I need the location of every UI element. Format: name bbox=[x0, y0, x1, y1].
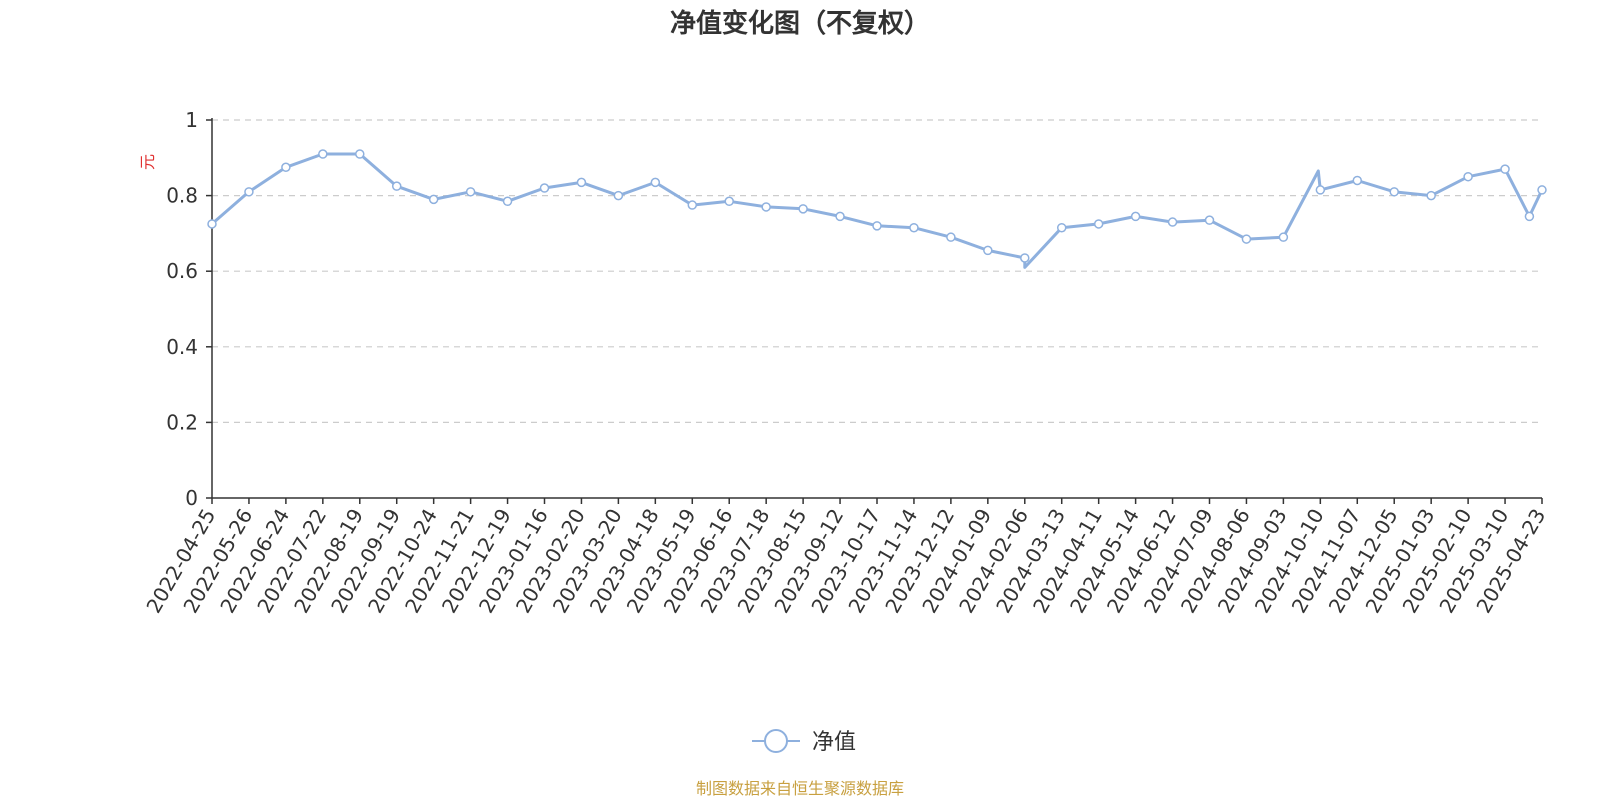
y-tick-label: 0.6 bbox=[166, 259, 198, 283]
data-point[interactable] bbox=[465, 187, 476, 197]
y-tick-label: 0 bbox=[185, 486, 198, 510]
data-point[interactable] bbox=[1241, 234, 1252, 244]
data-point[interactable] bbox=[1389, 187, 1399, 197]
data-point[interactable] bbox=[1537, 185, 1547, 195]
series-layer bbox=[207, 149, 1547, 269]
data-point[interactable] bbox=[983, 245, 993, 256]
data-point[interactable] bbox=[318, 149, 328, 159]
data-point[interactable] bbox=[502, 196, 513, 207]
data-point[interactable] bbox=[761, 202, 771, 212]
data-point[interactable] bbox=[1278, 232, 1289, 242]
data-point[interactable] bbox=[1315, 185, 1326, 195]
legend-marker-icon bbox=[764, 729, 788, 753]
y-tick-label: 1 bbox=[185, 108, 198, 132]
data-point[interactable] bbox=[539, 183, 550, 193]
data-point[interactable] bbox=[391, 181, 402, 191]
data-point[interactable] bbox=[1093, 219, 1104, 229]
data-point[interactable] bbox=[355, 149, 365, 159]
y-tick-label: 0.4 bbox=[166, 335, 198, 359]
data-point[interactable] bbox=[724, 196, 734, 207]
y-tick-label: 0.2 bbox=[166, 410, 198, 434]
y-tick-labels: 0 0.2 0.4 0.6 0.8 1 bbox=[166, 108, 212, 510]
data-point[interactable] bbox=[650, 177, 661, 188]
series-line bbox=[211, 152, 1544, 269]
axes bbox=[211, 118, 1542, 499]
data-point[interactable] bbox=[1426, 190, 1436, 201]
data-point[interactable] bbox=[428, 194, 439, 205]
data-point[interactable] bbox=[1130, 211, 1141, 222]
data-point[interactable] bbox=[576, 177, 587, 188]
y-axis-label: 元 bbox=[138, 154, 157, 170]
data-point[interactable] bbox=[1056, 222, 1067, 233]
data-point[interactable] bbox=[613, 190, 624, 201]
data-point[interactable] bbox=[281, 162, 291, 172]
data-point[interactable] bbox=[798, 204, 808, 214]
data-point[interactable] bbox=[1500, 164, 1510, 174]
data-point[interactable] bbox=[909, 222, 919, 233]
data-point[interactable] bbox=[1352, 175, 1363, 186]
grid-lines bbox=[212, 119, 1542, 423]
footer-source: 制图数据来自恒生聚源数据库 bbox=[696, 779, 904, 798]
data-point[interactable] bbox=[1524, 211, 1535, 222]
data-point[interactable] bbox=[1167, 217, 1178, 227]
data-point[interactable] bbox=[835, 211, 845, 222]
data-point[interactable] bbox=[1020, 253, 1030, 263]
data-point[interactable] bbox=[244, 187, 254, 197]
chart-title: 净值变化图（不复权） bbox=[670, 8, 930, 39]
data-point[interactable] bbox=[946, 232, 956, 242]
legend[interactable]: 净值 bbox=[752, 729, 856, 755]
data-point[interactable] bbox=[207, 219, 217, 229]
data-point[interactable] bbox=[872, 221, 882, 231]
data-point[interactable] bbox=[1463, 171, 1473, 182]
data-point[interactable] bbox=[687, 200, 698, 210]
y-tick-label: 0.8 bbox=[166, 184, 198, 208]
legend-label: 净值 bbox=[812, 730, 856, 755]
x-tick-labels: 2022-04-252022-05-262022-06-242022-07-22… bbox=[141, 498, 1550, 617]
data-point[interactable] bbox=[1204, 215, 1215, 225]
